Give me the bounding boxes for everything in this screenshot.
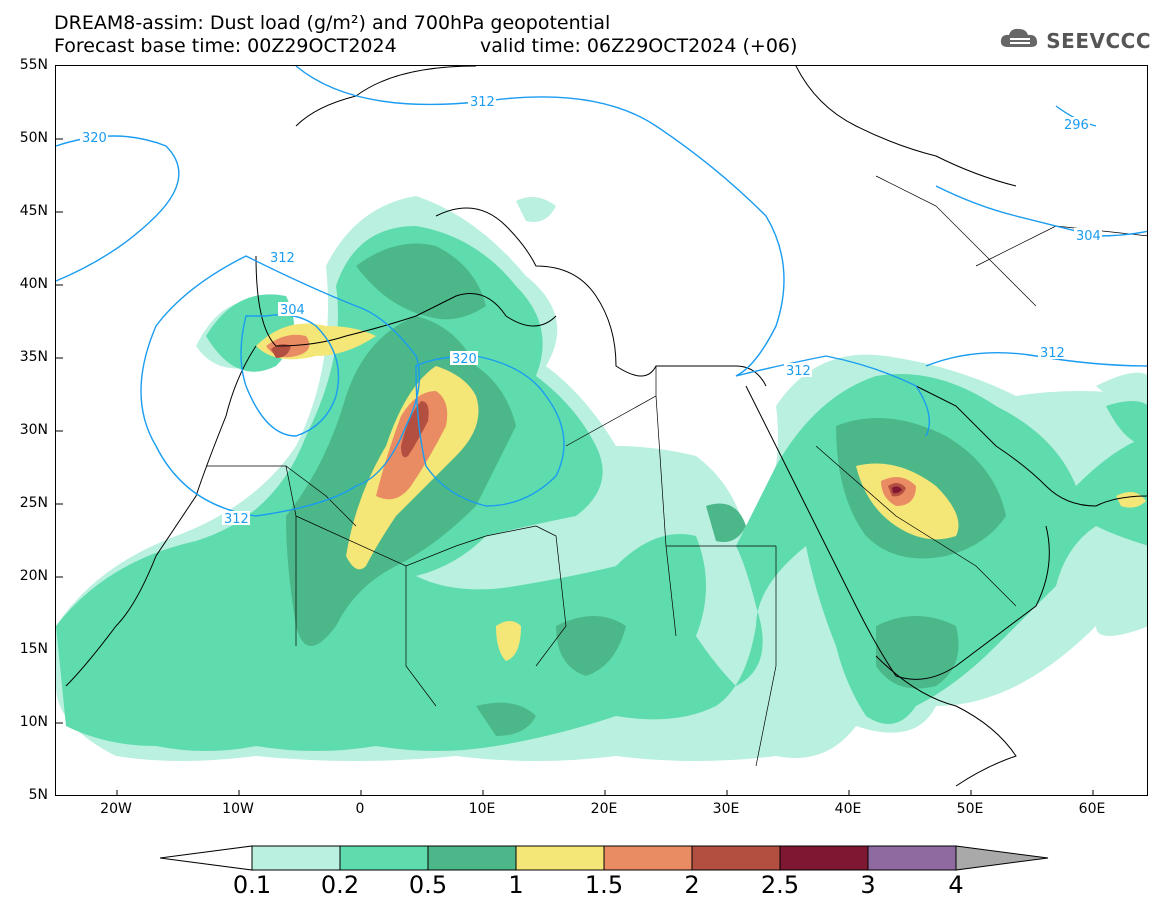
colorbar-segment: [251, 845, 341, 871]
lat-label: 20N: [19, 568, 48, 584]
lon-label: 40E: [834, 801, 862, 817]
contour-label: 320: [82, 131, 107, 146]
lat-label: 25N: [19, 495, 48, 511]
contour-label: 312: [786, 364, 811, 379]
colorbar-segment: [691, 845, 781, 871]
colorbar-segment: [515, 845, 605, 871]
contour-label: 312: [224, 512, 249, 527]
colorbar-label: 0.5: [408, 871, 448, 899]
contour-label: 296: [1064, 118, 1089, 133]
contour-label: 304: [1076, 229, 1101, 244]
colorbar-label: 2.5: [760, 871, 800, 899]
lat-label: 35N: [19, 349, 48, 365]
colorbar-segment: [867, 845, 957, 871]
forecast-base-time: Forecast base time: 00Z29OCT2024: [54, 35, 397, 57]
colorbar-label: 4: [948, 871, 964, 899]
lat-label: 30N: [19, 422, 48, 438]
colorbar-label: 1: [508, 871, 524, 899]
contour-label: 304: [280, 303, 305, 318]
colorbar-segment: [427, 845, 517, 871]
contour-label: 312: [470, 95, 495, 110]
dust-load-map: 320 312 312 304 312 320 312 312 296 304: [55, 65, 1148, 796]
contour-label: 312: [1040, 346, 1065, 361]
lat-label: 45N: [19, 203, 48, 219]
lat-label: 15N: [19, 641, 48, 657]
lon-label: 10W: [222, 801, 254, 817]
colorbar: [160, 845, 1049, 871]
contour-label: 312: [270, 251, 295, 266]
seevccc-logo: SEEVCCC: [998, 25, 1151, 56]
lat-label: 55N: [19, 57, 48, 73]
cloud-logo-icon: [998, 25, 1042, 56]
lon-label: 30E: [712, 801, 740, 817]
valid-time: valid time: 06Z29OCT2024 (+06): [480, 35, 798, 57]
colorbar-segment: [603, 845, 693, 871]
lon-label: 20E: [590, 801, 618, 817]
colorbar-segment: [339, 845, 429, 871]
contour-label-group: 320 312 312 304 312 320 312 312 296 304: [80, 94, 1102, 527]
lon-label: 60E: [1078, 801, 1106, 817]
lon-label: 50E: [956, 801, 984, 817]
colorbar-label: 2: [684, 871, 700, 899]
lon-label: 20W: [100, 801, 132, 817]
lat-label: 10N: [19, 714, 48, 730]
lat-label: 50N: [19, 130, 48, 146]
colorbar-label: 3: [860, 871, 876, 899]
colorbar-label: 1.5: [584, 871, 624, 899]
lat-label: 5N: [28, 787, 48, 803]
colorbar-under-arrow: [160, 845, 253, 871]
colorbar-segment: [779, 845, 869, 871]
logo-text: SEEVCCC: [1046, 28, 1151, 53]
colorbar-label: 0.2: [320, 871, 360, 899]
lat-label: 40N: [19, 276, 48, 292]
map-title: DREAM8-assim: Dust load (g/m²) and 700hP…: [54, 12, 611, 34]
contour-label: 320: [452, 352, 477, 367]
lon-label: 10E: [468, 801, 496, 817]
coastlines: [65, 66, 1147, 787]
colorbar-over-arrow: [955, 845, 1049, 871]
dust-level-2-5: [892, 486, 902, 494]
geopotential-contours: [56, 66, 1147, 517]
colorbar-label: 0.1: [232, 871, 272, 899]
map-svg: 320 312 312 304 312 320 312 312 296 304: [56, 66, 1147, 795]
lon-label: 0: [355, 801, 365, 817]
